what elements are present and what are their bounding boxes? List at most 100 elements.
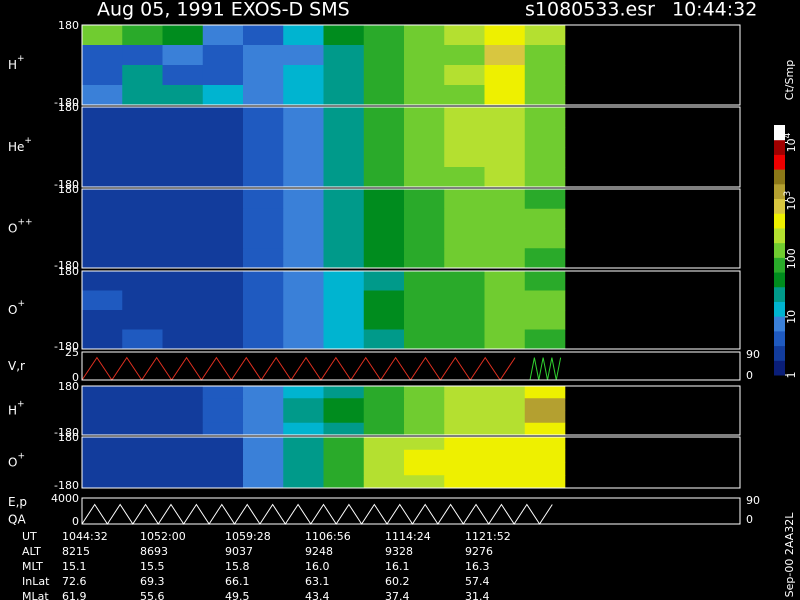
colorbar-swatch — [774, 198, 785, 214]
heatmap-cell — [283, 127, 324, 148]
heatmap-cell — [444, 189, 485, 210]
colorbar-tick-exponent: 3 — [783, 191, 793, 197]
heatmap-cell — [524, 127, 566, 148]
heatmap-cell — [243, 437, 284, 451]
heatmap-cell — [243, 65, 284, 86]
heatmap-cell — [363, 45, 405, 66]
sawtooth-line — [529, 357, 562, 381]
time: 10:44:32 — [672, 0, 757, 21]
table-cell: 43.4 — [305, 590, 330, 600]
heatmap-cell — [162, 147, 204, 168]
heatmap-cell — [444, 422, 485, 436]
heatmap-cell — [444, 398, 485, 411]
heatmap-cell — [404, 386, 445, 399]
table-cell: 1044:32 — [62, 530, 108, 543]
panel-label-text: H — [8, 403, 17, 417]
panel-label-text: O — [8, 303, 17, 317]
heatmap-cell — [524, 449, 566, 463]
panel-label-text: H — [8, 58, 17, 72]
heatmap-cell — [323, 437, 365, 451]
heatmap-cell — [283, 271, 324, 291]
heatmap-cell — [283, 386, 324, 399]
heatmap-cell — [524, 248, 566, 269]
heatmap-cell — [243, 228, 284, 249]
heatmap-cell — [162, 25, 204, 46]
panel-label-sup: + — [17, 299, 25, 309]
title: Aug 05, 1991 EXOS-D SMS — [97, 0, 350, 21]
y-tick-label: 4000 — [51, 492, 79, 505]
heatmap-cell — [202, 398, 244, 411]
heatmap-cell — [122, 228, 163, 249]
heatmap-cell — [484, 310, 526, 330]
panel-label-text: V,r — [8, 359, 25, 373]
heatmap-cell — [82, 167, 123, 188]
heatmap-cell — [323, 310, 365, 330]
table-cell: 1059:28 — [225, 530, 271, 543]
heatmap-cell — [283, 65, 324, 86]
panel-label: O+ — [8, 451, 25, 469]
heatmap-cell — [363, 25, 405, 46]
heatmap-cell — [404, 248, 445, 269]
panel-label: V,r — [8, 359, 25, 373]
heatmap-cell — [524, 310, 566, 330]
heatmap-cell — [363, 208, 405, 229]
panel-label: He+ — [8, 136, 32, 154]
heatmap-cell — [202, 189, 244, 210]
heatmap-cell — [243, 25, 284, 46]
row-header: UT — [22, 530, 37, 543]
table-cell: 16.0 — [305, 560, 330, 573]
colorbar-tick-base: 10 — [785, 138, 798, 152]
heatmap-cell — [122, 329, 163, 350]
heatmap-cell — [484, 271, 526, 291]
colorbar-swatch — [774, 213, 785, 229]
heatmap-cell — [82, 65, 123, 86]
heatmap-cell — [162, 189, 204, 210]
heatmap-cell — [243, 248, 284, 269]
panel-frame — [81, 106, 741, 188]
y-tick-label: 180 — [58, 265, 79, 278]
heatmap-cell — [122, 65, 163, 86]
heatmap-cell — [363, 290, 405, 311]
heatmap-cell — [444, 65, 485, 86]
heatmap-cell — [404, 462, 445, 476]
heatmap-cell — [122, 437, 163, 451]
colorbar-swatch — [774, 183, 785, 200]
heatmap-cell — [363, 167, 405, 188]
heatmap-cell — [82, 422, 123, 436]
heatmap-cell — [444, 107, 485, 128]
heatmap-cell — [484, 167, 526, 188]
colorbar-swatch — [774, 360, 785, 376]
heatmap-cell — [363, 107, 405, 128]
table-cell: 61.9 — [62, 590, 87, 600]
heatmap-cell — [323, 147, 365, 168]
heatmap-cell — [484, 25, 526, 46]
heatmap-cell — [202, 386, 244, 399]
heatmap-cell — [243, 147, 284, 168]
heatmap-cell — [122, 147, 163, 168]
heatmap-cell — [363, 85, 405, 106]
heatmap-cell — [524, 65, 566, 86]
heatmap-cell — [363, 475, 405, 489]
colorbar-swatch — [774, 330, 785, 347]
heatmap-cell — [363, 437, 405, 451]
heatmap-cell — [524, 329, 566, 350]
y-tick-label: 180 — [58, 101, 79, 114]
heatmap-cell — [202, 437, 244, 451]
table-cell: 31.4 — [465, 590, 490, 600]
heatmap-cell — [524, 107, 566, 128]
heatmap-cell — [404, 271, 445, 291]
panel-label: O++ — [8, 217, 33, 235]
heatmap-cell — [404, 290, 445, 311]
heatmap-cell — [243, 208, 284, 229]
heatmap-cell — [484, 189, 526, 210]
heatmap-cell — [122, 271, 163, 291]
heatmap-cell — [524, 189, 566, 210]
heatmap-cell — [162, 127, 204, 148]
heatmap-cell — [404, 147, 445, 168]
heatmap-cell — [363, 386, 405, 399]
colorbar-swatch — [774, 345, 785, 361]
y2-tick-label: 90 — [746, 494, 760, 507]
heatmap-cell — [283, 329, 324, 350]
colorbar-tick-base: 10 — [785, 310, 798, 324]
heatmap-cell — [162, 107, 204, 128]
